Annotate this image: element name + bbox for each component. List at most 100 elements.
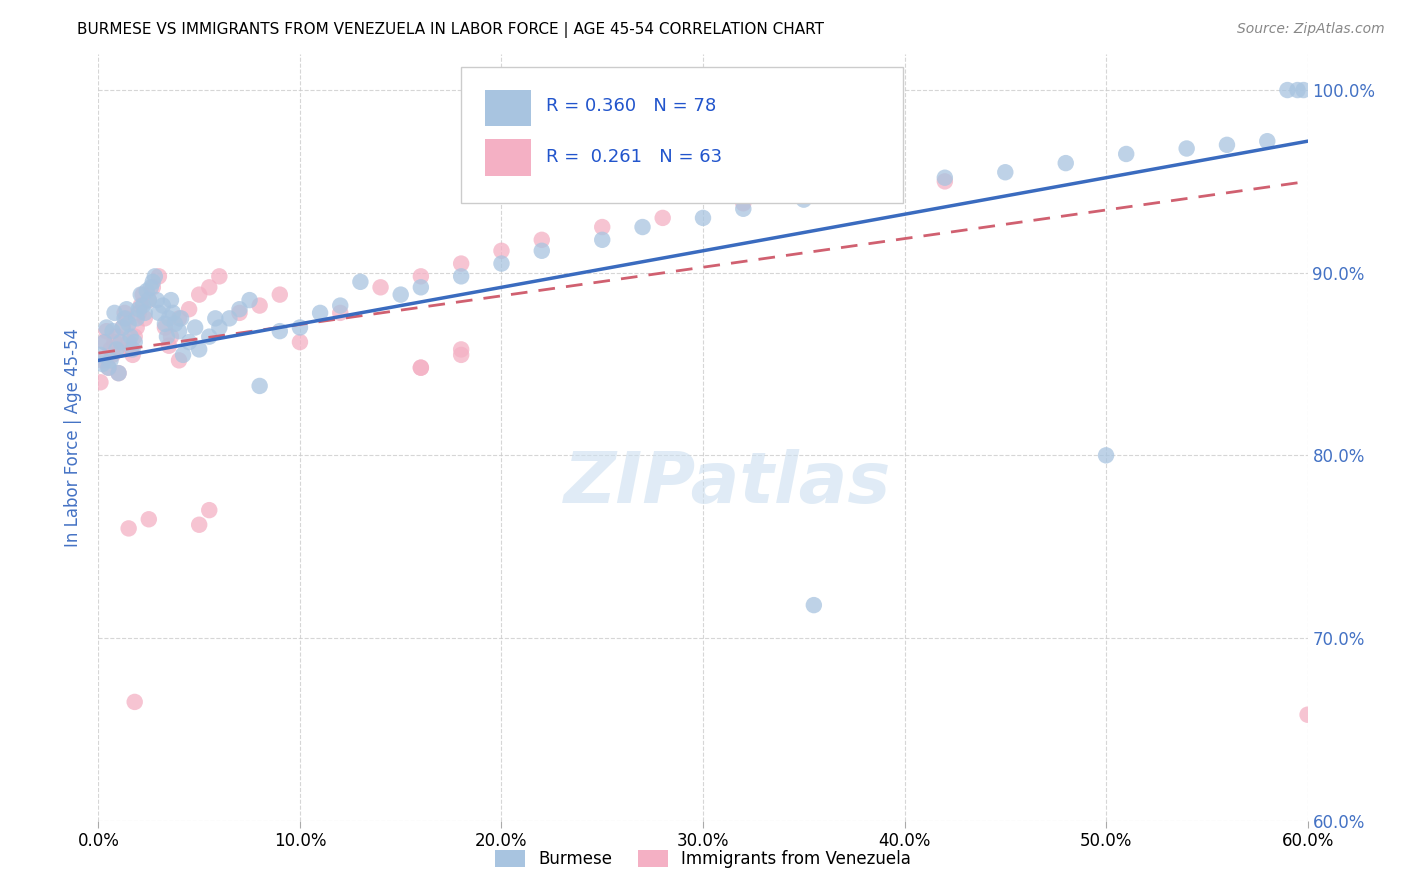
Point <box>853 160 876 174</box>
Point <box>111 320 134 334</box>
Point <box>1256 134 1278 148</box>
Point <box>170 311 193 326</box>
Point <box>103 306 125 320</box>
Point <box>97 360 120 375</box>
Point <box>873 178 896 192</box>
Point <box>651 211 673 225</box>
Point <box>128 302 150 317</box>
Point <box>89 376 111 390</box>
Point <box>96 320 118 334</box>
Point <box>409 280 432 294</box>
Point <box>450 343 472 357</box>
Point <box>349 275 371 289</box>
Point <box>111 320 134 334</box>
Point <box>124 695 146 709</box>
Text: Source: ZipAtlas.com: Source: ZipAtlas.com <box>1237 22 1385 37</box>
Point <box>1175 141 1198 155</box>
Point <box>1095 448 1118 462</box>
Point <box>692 211 714 225</box>
Point <box>1292 83 1315 97</box>
Point <box>1216 137 1239 152</box>
Point <box>1286 83 1309 97</box>
Point <box>91 357 114 371</box>
Point <box>103 335 125 350</box>
Point <box>1296 707 1319 722</box>
Point <box>530 244 553 258</box>
Point <box>269 324 291 338</box>
Point <box>591 233 613 247</box>
Point <box>124 335 146 350</box>
Point <box>934 174 956 188</box>
Point <box>128 306 150 320</box>
Point <box>129 299 152 313</box>
Point <box>132 287 155 301</box>
Point <box>249 379 271 393</box>
Point <box>148 269 170 284</box>
Point <box>934 170 956 185</box>
Point <box>329 299 352 313</box>
Point <box>1115 147 1137 161</box>
Point <box>208 320 231 334</box>
Point <box>167 353 190 368</box>
Point <box>198 329 221 343</box>
Point <box>179 302 201 317</box>
Point <box>101 324 124 338</box>
Point <box>153 320 176 334</box>
Point <box>143 269 166 284</box>
Point <box>733 202 755 216</box>
FancyBboxPatch shape <box>461 67 903 203</box>
Point <box>110 343 132 357</box>
Point <box>249 299 271 313</box>
Y-axis label: In Labor Force | Age 45-54: In Labor Force | Age 45-54 <box>65 327 83 547</box>
Point <box>450 348 472 362</box>
Point <box>409 360 432 375</box>
Point <box>120 343 142 357</box>
Point <box>228 302 250 317</box>
Point <box>1054 156 1077 170</box>
Point <box>491 256 513 270</box>
Point <box>409 360 432 375</box>
Point <box>107 366 129 380</box>
Point <box>163 317 186 331</box>
Point <box>118 521 141 535</box>
Point <box>138 512 160 526</box>
Point <box>198 280 221 294</box>
Point <box>591 220 613 235</box>
Text: BURMESE VS IMMIGRANTS FROM VENEZUELA IN LABOR FORCE | AGE 45-54 CORRELATION CHAR: BURMESE VS IMMIGRANTS FROM VENEZUELA IN … <box>77 22 824 38</box>
Point <box>160 329 183 343</box>
Point <box>288 335 311 350</box>
Point <box>114 306 136 320</box>
Point <box>105 343 128 357</box>
Point <box>114 311 136 326</box>
Point <box>631 220 654 235</box>
Point <box>491 244 513 258</box>
Point <box>107 366 129 380</box>
Point <box>239 293 262 307</box>
Point <box>793 170 815 185</box>
Point <box>96 324 118 338</box>
Point <box>692 184 714 198</box>
Point <box>110 335 132 350</box>
Point <box>148 306 170 320</box>
Point <box>125 311 148 326</box>
Point <box>124 329 146 343</box>
Text: R =  0.261   N = 63: R = 0.261 N = 63 <box>546 148 721 166</box>
Point <box>204 311 226 326</box>
Point <box>115 302 138 317</box>
Point <box>172 348 194 362</box>
Point <box>162 306 184 320</box>
Point <box>167 311 190 326</box>
Point <box>370 280 392 294</box>
Point <box>156 329 179 343</box>
Point <box>309 306 332 320</box>
Point <box>93 335 115 350</box>
Point <box>409 269 432 284</box>
Point <box>125 320 148 334</box>
Point <box>129 287 152 301</box>
Point <box>132 299 155 313</box>
Point <box>146 293 169 307</box>
Point <box>228 306 250 320</box>
Point <box>100 353 122 368</box>
Point <box>91 353 114 368</box>
Point <box>994 165 1017 179</box>
